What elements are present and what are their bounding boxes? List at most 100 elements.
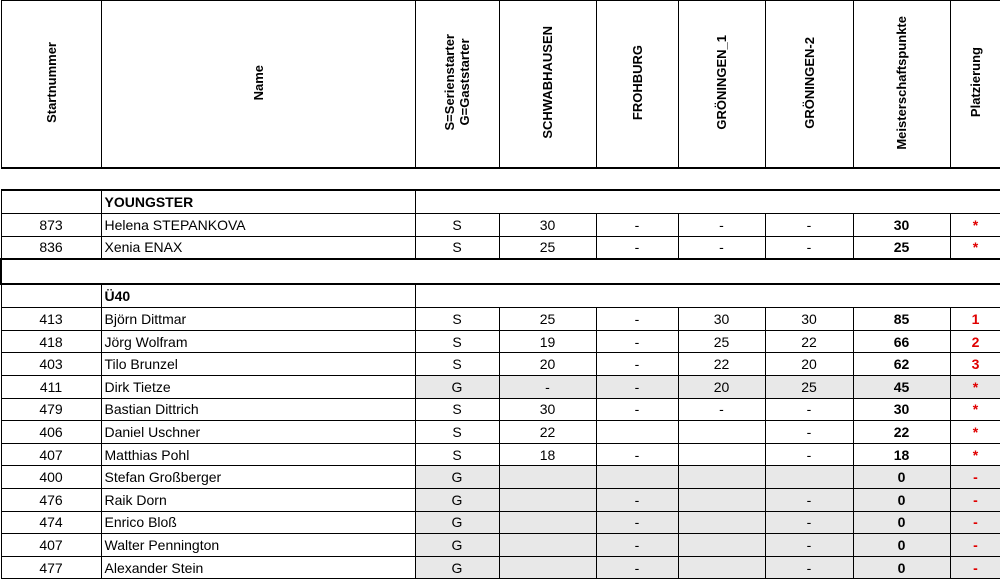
column-header: Meisterschaftspunkte [852,0,951,169]
cell: - [764,555,854,579]
data-row: 413 Björn Dittmar S 25-30 30 85 1 [0,307,1000,331]
column-header-text: GRÖNINGEN-2 [801,36,817,129]
column-header: Platzierung [949,0,1000,169]
cell: - [595,235,679,260]
cell: 0 [852,510,951,535]
column-header: Name [100,0,416,169]
cell: 30 [677,307,766,331]
cell: - [949,555,1000,579]
cell: * [949,374,1000,399]
cell: S [414,352,500,376]
cell: - [949,465,1000,489]
cell: * [949,213,1000,237]
cell: 18 [852,442,951,467]
cell: 403 [0,352,102,376]
data-row: 873 Helena STEPANKOVA S 30- - -30 * [0,213,1000,237]
cell: 66 [852,329,951,354]
cell [677,487,766,512]
cell [498,533,597,557]
column-header-text: Platzierung [968,47,983,118]
cell: - [764,533,854,557]
cell: Matthias Pohl [100,442,416,467]
cell: 413 [0,307,102,331]
column-header-text: SCHWABHAUSEN [540,26,555,139]
cell: - [595,533,679,557]
cell: 474 [0,510,102,535]
data-row: 407 Matthias Pohl S 18- -18 * [0,442,1000,467]
cell: 1 [949,307,1000,331]
cell [414,189,1000,214]
cell: Björn Dittmar [100,307,416,331]
cell: - [595,442,679,467]
column-header: S=Serienstarter G=Gaststarter [414,0,500,169]
spacer-row [1,167,1000,191]
cell: 873 [0,213,102,237]
cell [414,283,1000,309]
cell [764,465,854,489]
cell: G [414,510,500,535]
cell: 0 [852,487,951,512]
cell: S [414,442,500,467]
cell: 476 [0,487,102,512]
cell [0,189,102,214]
cell: * [949,442,1000,467]
cell: 25 [764,374,854,399]
data-row: 406 Daniel Uschner S 22-22 * [0,420,1000,444]
data-row: 479 Bastian Dittrich S 30- - -30 * [0,397,1000,422]
cell [498,555,597,579]
cell: - [677,397,766,422]
cell: - [764,397,854,422]
cell: - [949,487,1000,512]
cell: S [414,213,500,237]
cell [677,555,766,579]
cell: 62 [852,352,951,376]
column-header-text: GRÖNINGEN_1 [714,35,729,130]
cell: - [595,352,679,376]
cell: Xenia ENAX [100,235,416,260]
cell: 85 [852,307,951,331]
cell: - [764,442,854,467]
cell: G [414,533,500,557]
cell: Helena STEPANKOVA [100,213,416,237]
column-header-text: Startnummer [43,42,59,123]
header-row: Startnummer Name S=Serienstarter G=Gaststa… [0,0,1000,169]
section-title: Ü40 [100,283,416,309]
section-title: YOUNGSTER [100,189,416,214]
cell [498,510,597,535]
spacer-cell [0,258,1000,286]
cell: - [764,213,854,237]
cell: S [414,235,500,260]
cell: - [595,510,679,535]
section-title-row: Ü40 [0,283,1000,309]
data-row: 474 Enrico Bloß G - -0- [0,510,1000,535]
cell: 0 [852,533,951,557]
data-row: 407 Walter Pennington G - -0- [0,533,1000,557]
cell: S [414,329,500,354]
column-header: GRÖNINGEN-2 [764,0,854,169]
cell: 25 [852,235,951,260]
cell: - [595,555,679,579]
cell: - [764,487,854,512]
cell: 407 [0,442,102,467]
column-header: Startnummer [0,0,102,169]
cell: Daniel Uschner [100,420,416,444]
column-header-text: Meisterschaftspunkte [894,15,909,150]
cell: 20 [677,374,766,399]
cell: 2 [949,329,1000,354]
column-header: SCHWABHAUSEN [498,0,597,169]
cell: 3 [949,352,1000,376]
column-header: FROHBURG [595,0,679,169]
cell: - [949,533,1000,557]
cell: 479 [0,397,102,422]
cell: 30 [852,397,951,422]
cell: 0 [852,555,951,579]
cell: Jörg Wolfram [100,329,416,354]
cell [677,510,766,535]
data-row: 477 Alexander Stein G - -0- [0,555,1000,579]
cell: Tilo Brunzel [100,352,416,376]
cell [498,487,597,512]
cell: Stefan Großberger [100,465,416,489]
cell [595,420,679,444]
